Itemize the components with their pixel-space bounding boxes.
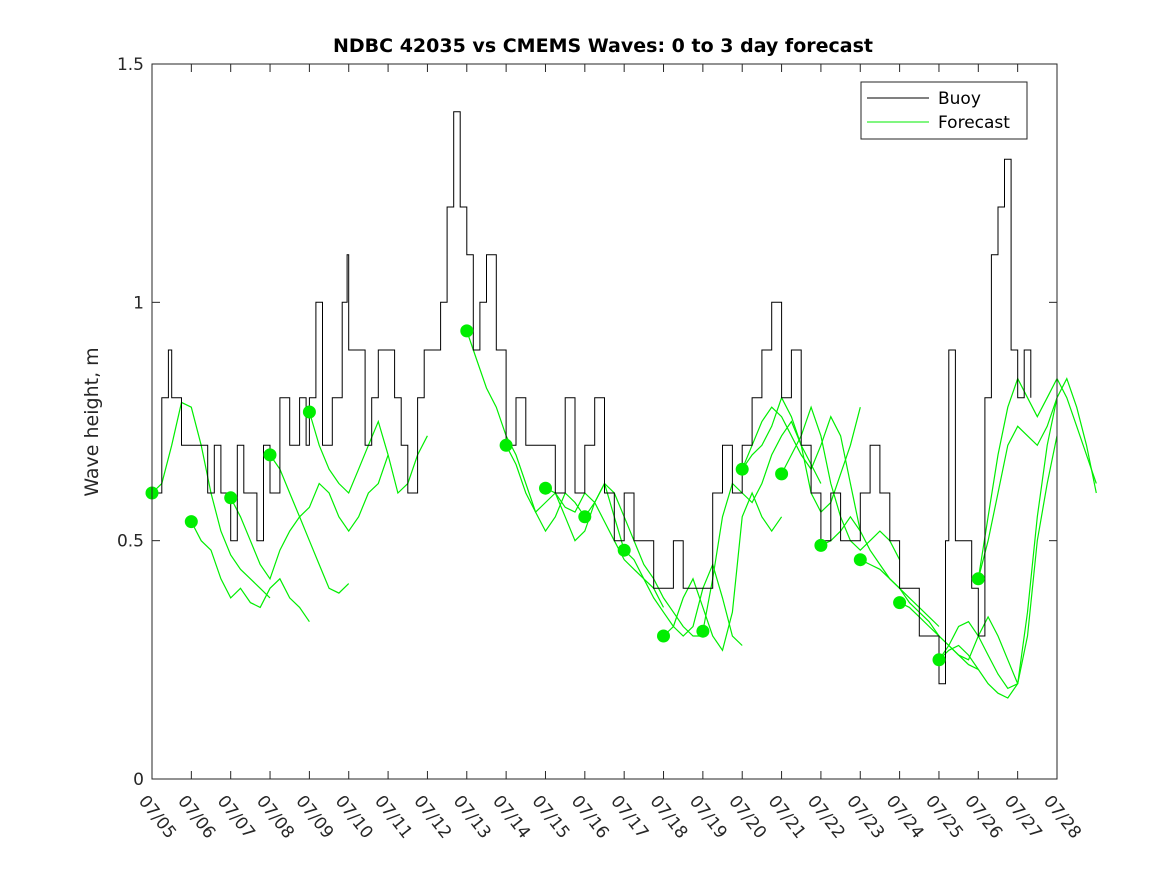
forecast-start-marker (184, 515, 198, 529)
forecast-start-marker (460, 324, 474, 338)
legend-label-forecast: Forecast (938, 113, 1010, 133)
legend: Buoy Forecast (860, 81, 1028, 140)
forecast-line (190, 521, 310, 623)
forecast-start-marker (224, 491, 238, 505)
forecast-start-marker (735, 462, 749, 476)
forecast-line (623, 549, 743, 646)
legend-label-buoy: Buoy (938, 89, 981, 109)
chart-title: NDBC 42035 vs CMEMS Waves: 0 to 3 day fo… (333, 35, 873, 57)
y-tick-label: 0.5 (117, 532, 144, 552)
forecast-start-marker (499, 438, 513, 452)
y-tick-label: 0 (133, 770, 144, 790)
forecast-start-marker (971, 572, 985, 586)
forecast-start-marker (302, 405, 316, 419)
forecast-line (269, 454, 389, 533)
forecast-start-marker (617, 543, 631, 557)
y-tick-label: 1.5 (117, 55, 144, 75)
forecast-start-marker (932, 653, 946, 667)
forecast-start-marker (696, 624, 710, 638)
axes-frame (151, 63, 1058, 780)
marker-layer (145, 324, 985, 667)
forecast-start-marker (775, 467, 789, 481)
forecast-start-marker (814, 538, 828, 552)
forecast-start-marker (853, 553, 867, 567)
forecast-start-marker (578, 510, 592, 524)
forecast-line (977, 377, 1097, 579)
axes-box (151, 63, 1058, 780)
y-ticks: 0 0.5 1 1.5 (117, 55, 1057, 790)
forecast-line (741, 406, 861, 532)
forecast-start-marker (263, 448, 277, 462)
series-layer (151, 111, 1097, 699)
forecast-start-marker (893, 596, 907, 610)
forecast-line (230, 497, 350, 594)
y-tick-label: 1 (133, 293, 144, 313)
legend-box (860, 81, 1028, 140)
forecast-start-marker (539, 481, 552, 495)
forecast-line (977, 377, 1097, 579)
forecast-line (663, 491, 783, 652)
forecast-line (938, 397, 1058, 699)
forecast-line (938, 435, 1058, 690)
buoy-line (152, 111, 1032, 685)
y-axis-label: Wave height, m (81, 347, 103, 496)
forecast-start-marker (657, 629, 670, 643)
